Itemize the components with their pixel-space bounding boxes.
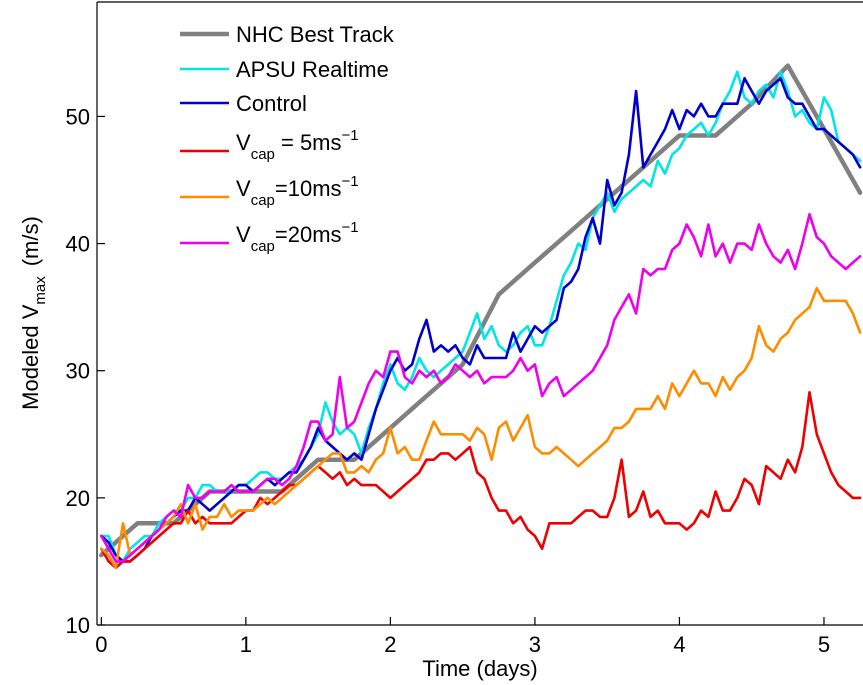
series-line-3	[100, 390, 862, 570]
x-tick-label: 3	[529, 632, 541, 657]
legend-label-sup: −1	[342, 173, 359, 190]
legend-label-rest: = 5ms	[275, 130, 342, 155]
y-tick-label: 50	[66, 104, 90, 129]
legend-label-sup: −1	[342, 219, 359, 236]
x-tick-label: 5	[818, 632, 830, 657]
legend-label-main: APSU Realtime	[236, 57, 389, 82]
y-tick-label: 40	[66, 232, 90, 257]
legend-label-main: NHC Best Track	[236, 22, 395, 47]
y-tick-label: 20	[66, 486, 90, 511]
series-line-4	[100, 286, 862, 570]
x-tick-label: 2	[384, 632, 396, 657]
legend-label-sup: −1	[342, 127, 359, 144]
legend-label-sub: cap	[251, 192, 275, 209]
y-axis-title: Modeled Vmax (m/s)	[18, 216, 49, 410]
legend-label-4: Vcap=10ms−1	[236, 173, 359, 209]
legend-label-0: NHC Best Track	[236, 22, 395, 47]
series-layer	[99, 63, 863, 570]
legend-label-sub: cap	[251, 146, 275, 163]
y-axis-title-sub: max	[32, 276, 49, 305]
legend-label-3: Vcap = 5ms−1	[236, 127, 359, 163]
y-tick-label: 30	[66, 359, 90, 384]
series-line-2	[100, 77, 862, 563]
legend-label-main: V	[236, 222, 251, 247]
legend-label-2: Control	[236, 91, 307, 116]
y-tick-label: 10	[66, 613, 90, 638]
tick-layer: 0 1 2 3 4 5 10 20 30 40 50	[66, 104, 831, 657]
legend-label-5: Vcap=20ms−1	[236, 219, 359, 255]
series-line-5	[100, 213, 862, 563]
x-axis-title: Time (days)	[422, 656, 537, 681]
legend: NHC Best Track APSU Realtime Control Vcap =…	[180, 22, 395, 255]
y-axis-title-unit: (m/s)	[18, 216, 43, 266]
legend-label-sub: cap	[251, 238, 275, 255]
legend-label-main: V	[236, 130, 251, 155]
series-line-1	[100, 70, 862, 563]
x-tick-label: 0	[95, 632, 107, 657]
legend-label-main: V	[236, 176, 251, 201]
y-axis-title-main: Modeled V	[18, 304, 43, 410]
legend-label-1: APSU Realtime	[236, 57, 389, 82]
legend-label-rest: =20ms	[275, 222, 342, 247]
legend-label-main: Control	[236, 91, 307, 116]
x-tick-label: 1	[240, 632, 252, 657]
x-tick-label: 4	[673, 632, 685, 657]
legend-label-rest: =10ms	[275, 176, 342, 201]
